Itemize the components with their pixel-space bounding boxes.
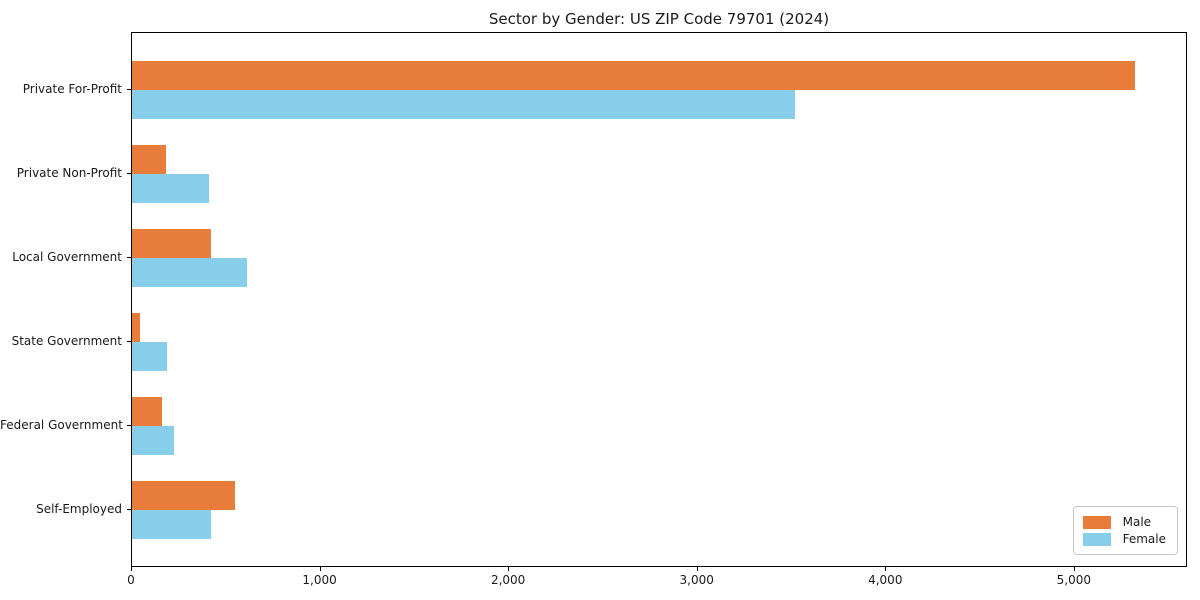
- legend-swatch-male: [1082, 515, 1111, 529]
- y-tick-mark: [127, 172, 131, 174]
- x-tick-label: 5,000: [1056, 573, 1092, 587]
- chart-title: Sector by Gender: US ZIP Code 79701 (202…: [488, 10, 830, 28]
- y-tick-mark: [127, 424, 131, 426]
- y-tick-label: Private Non-Profit: [16, 165, 122, 180]
- bar-male-1: [132, 144, 166, 174]
- bar-male-2: [132, 228, 212, 258]
- y-tick-mark: [127, 88, 131, 90]
- y-tick-label: Local Government: [12, 249, 122, 264]
- bar-male-4: [132, 396, 163, 426]
- bar-female-5: [132, 509, 212, 539]
- legend-label: Female: [1122, 532, 1166, 546]
- bar-female-0: [132, 89, 795, 119]
- y-tick-label: Private For-Profit: [22, 81, 122, 96]
- y-tick-mark: [127, 256, 131, 258]
- x-tick-label: 1,000: [302, 573, 337, 587]
- y-tick-mark: [127, 340, 131, 342]
- bar-female-2: [132, 257, 247, 287]
- bar-female-4: [132, 425, 175, 455]
- bar-male-5: [132, 480, 235, 510]
- x-tick-mark: [319, 567, 321, 571]
- legend: Male Female: [1072, 506, 1178, 555]
- x-tick-mark: [1073, 567, 1075, 571]
- x-tick-mark: [131, 567, 132, 571]
- x-tick-mark: [885, 567, 887, 571]
- x-tick-label: 3,000: [679, 573, 714, 587]
- legend-label: Male: [1122, 515, 1152, 529]
- y-tick-label: Self-Employed: [36, 501, 122, 516]
- legend-swatch-female: [1082, 532, 1111, 546]
- bar-male-0: [132, 60, 1136, 90]
- legend-entry-female: Female: [1082, 532, 1166, 546]
- bar-female-3: [132, 341, 167, 371]
- x-tick-mark: [508, 567, 510, 571]
- x-tick-label: 0: [127, 573, 135, 587]
- legend-entry-male: Male: [1082, 515, 1166, 529]
- plot-area: Male Female: [131, 32, 1187, 567]
- bar-female-1: [132, 173, 210, 203]
- y-tick-label: Federal Government: [0, 417, 123, 432]
- y-tick-label: State Government: [11, 333, 122, 348]
- x-tick-label: 2,000: [490, 573, 526, 587]
- y-tick-mark: [127, 508, 131, 510]
- bar-male-3: [132, 312, 141, 342]
- x-tick-label: 4,000: [868, 573, 903, 587]
- x-tick-mark: [696, 567, 698, 571]
